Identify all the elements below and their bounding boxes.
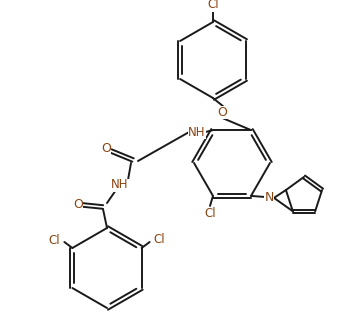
Text: N: N — [264, 191, 274, 205]
Text: NH: NH — [188, 125, 206, 139]
Text: O: O — [101, 141, 111, 155]
Text: O: O — [217, 106, 227, 118]
Text: Cl: Cl — [207, 0, 219, 12]
Text: O: O — [73, 199, 83, 212]
Text: Cl: Cl — [49, 233, 60, 247]
Text: Cl: Cl — [154, 233, 165, 247]
Text: Cl: Cl — [204, 208, 216, 220]
Text: NH: NH — [111, 178, 129, 192]
